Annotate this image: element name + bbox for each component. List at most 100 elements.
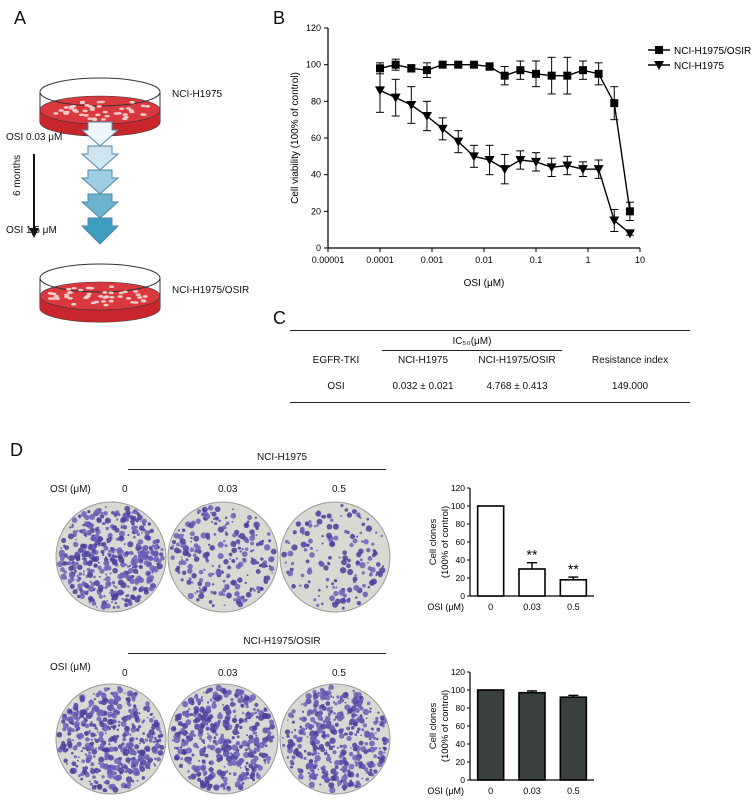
colony [326, 523, 333, 530]
colony [205, 717, 212, 723]
colony [263, 544, 271, 551]
colony [330, 706, 333, 709]
colony [199, 737, 203, 741]
colony [86, 754, 93, 761]
colony [71, 561, 76, 567]
y-tick-label: 60 [456, 721, 466, 731]
colony [204, 772, 208, 776]
colony [360, 734, 363, 737]
colony [116, 703, 123, 710]
colony [103, 566, 109, 571]
colony [353, 584, 360, 591]
colony [116, 734, 120, 738]
data-point [391, 60, 400, 69]
colony [357, 761, 364, 767]
colony [333, 712, 336, 715]
colony [116, 605, 120, 609]
colony [321, 770, 325, 774]
colony [67, 716, 74, 723]
colony [381, 736, 387, 742]
colony [238, 532, 246, 540]
colony [344, 704, 351, 711]
colony [346, 512, 353, 518]
colony [180, 558, 184, 562]
colony [100, 514, 105, 519]
colony [343, 732, 348, 736]
y-tick-label: 0 [460, 591, 465, 601]
colony [188, 775, 191, 778]
colony [250, 549, 253, 553]
colony [287, 550, 294, 557]
colony [224, 716, 231, 722]
colony [111, 554, 116, 558]
colony [181, 738, 185, 743]
x-tick-label: 0.03 [523, 786, 541, 796]
colony [159, 733, 164, 738]
colony [229, 557, 232, 560]
colony [230, 580, 236, 586]
colony [265, 753, 269, 757]
colony [379, 715, 385, 721]
colony [309, 772, 316, 780]
colony [373, 754, 377, 759]
y-tick-label: 0 [316, 243, 321, 253]
colony [303, 583, 310, 589]
colony [354, 761, 358, 765]
colony [93, 698, 97, 701]
colony [326, 513, 332, 519]
colony [144, 745, 151, 752]
colony [343, 788, 346, 791]
colony [96, 729, 99, 731]
legend-marker [654, 61, 664, 70]
colony [97, 561, 100, 564]
colony [123, 602, 129, 608]
colony [147, 522, 152, 526]
colony [102, 725, 109, 732]
colony [103, 560, 110, 567]
legend-label: NCI-H1975 [674, 61, 724, 72]
colony [71, 523, 74, 527]
colony [254, 516, 258, 519]
colony [330, 518, 334, 522]
x-tick-label: 0 [488, 602, 493, 612]
colony [71, 761, 77, 767]
colony [352, 576, 358, 582]
colony [117, 687, 124, 694]
colony [187, 592, 194, 600]
colony [98, 768, 101, 771]
dose-start-label: OSI 0.03 μM [6, 132, 63, 143]
colony [313, 765, 317, 770]
colony [151, 725, 156, 730]
colony [187, 760, 192, 765]
colony [362, 708, 370, 716]
colony [111, 580, 116, 585]
colony [217, 541, 224, 548]
colony [94, 784, 97, 788]
colony [227, 565, 232, 570]
colony [222, 786, 226, 790]
colony [136, 532, 140, 537]
colony [106, 541, 109, 544]
colony [125, 757, 131, 763]
colony [237, 601, 244, 608]
colony [108, 743, 111, 746]
colony [63, 758, 68, 763]
bar [559, 579, 588, 597]
colony [291, 709, 296, 714]
colony [364, 741, 369, 746]
colony [71, 751, 74, 755]
colony [153, 762, 156, 765]
colony [263, 707, 268, 712]
colony [294, 747, 299, 752]
colony [148, 729, 155, 736]
colony [234, 715, 237, 718]
colony [337, 780, 343, 786]
colony [139, 766, 146, 772]
colony [211, 583, 215, 586]
y-tick-label: 40 [311, 170, 321, 180]
colony [371, 762, 374, 764]
colony [227, 707, 231, 711]
colony [70, 722, 73, 725]
colony [112, 724, 117, 729]
colony [108, 549, 111, 553]
